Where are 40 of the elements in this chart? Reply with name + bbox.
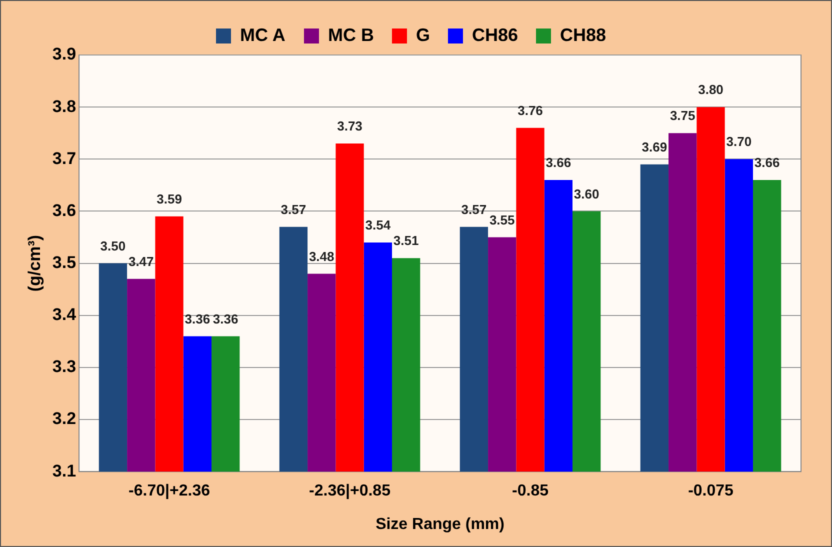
data-label: 3.70 bbox=[726, 134, 752, 150]
data-label: 3.48 bbox=[308, 248, 334, 264]
data-label: 3.54 bbox=[365, 218, 392, 233]
data-label: 3.73 bbox=[337, 118, 362, 134]
y-tick-label: 3.8 bbox=[52, 96, 76, 116]
data-label: 3.80 bbox=[698, 82, 724, 98]
y-tick-label: 3.1 bbox=[52, 461, 76, 480]
data-label: 3.57 bbox=[280, 202, 306, 217]
x-tick-label: -6.70|+2.36 bbox=[128, 482, 210, 500]
data-label: 3.47 bbox=[128, 254, 154, 269]
data-label: 3.69 bbox=[642, 139, 668, 154]
x-tick-label: -2.36|+0.85 bbox=[309, 482, 391, 500]
y-tick-label: 3.3 bbox=[52, 357, 76, 376]
legend-label: CH88 bbox=[560, 24, 606, 45]
data-label: 3.57 bbox=[461, 202, 487, 217]
data-label: 3.50 bbox=[100, 238, 126, 254]
y-tick-label: 3.9 bbox=[52, 44, 76, 64]
data-label: 3.55 bbox=[489, 212, 515, 228]
legend-label: MC B bbox=[328, 24, 374, 45]
data-label: 3.76 bbox=[518, 102, 543, 118]
x-tick-label: -0.85 bbox=[512, 482, 549, 500]
y-tick-label: 3.5 bbox=[52, 252, 76, 272]
data-label: 3.36 bbox=[212, 311, 238, 326]
x-axis-title: Size Range (mm) bbox=[376, 516, 504, 533]
y-axis-title: (g/cm³) bbox=[24, 234, 44, 292]
data-label: 3.51 bbox=[393, 233, 419, 248]
data-label: 3.36 bbox=[184, 311, 210, 326]
data-label: 3.60 bbox=[574, 186, 600, 202]
data-label: 3.75 bbox=[670, 108, 696, 124]
x-tick-label: -0.075 bbox=[688, 482, 734, 500]
legend-label: MC A bbox=[240, 24, 286, 45]
y-tick-label: 3.6 bbox=[52, 200, 76, 220]
legend-label: CH86 bbox=[472, 24, 518, 45]
legend-label: G bbox=[416, 24, 430, 45]
data-label: 3.66 bbox=[754, 155, 780, 170]
y-tick-label: 3.4 bbox=[52, 305, 77, 324]
data-label: 3.59 bbox=[156, 192, 182, 207]
y-tick-label: 3.7 bbox=[52, 148, 76, 168]
y-tick-label: 3.2 bbox=[52, 409, 76, 428]
data-label: 3.66 bbox=[546, 155, 572, 170]
